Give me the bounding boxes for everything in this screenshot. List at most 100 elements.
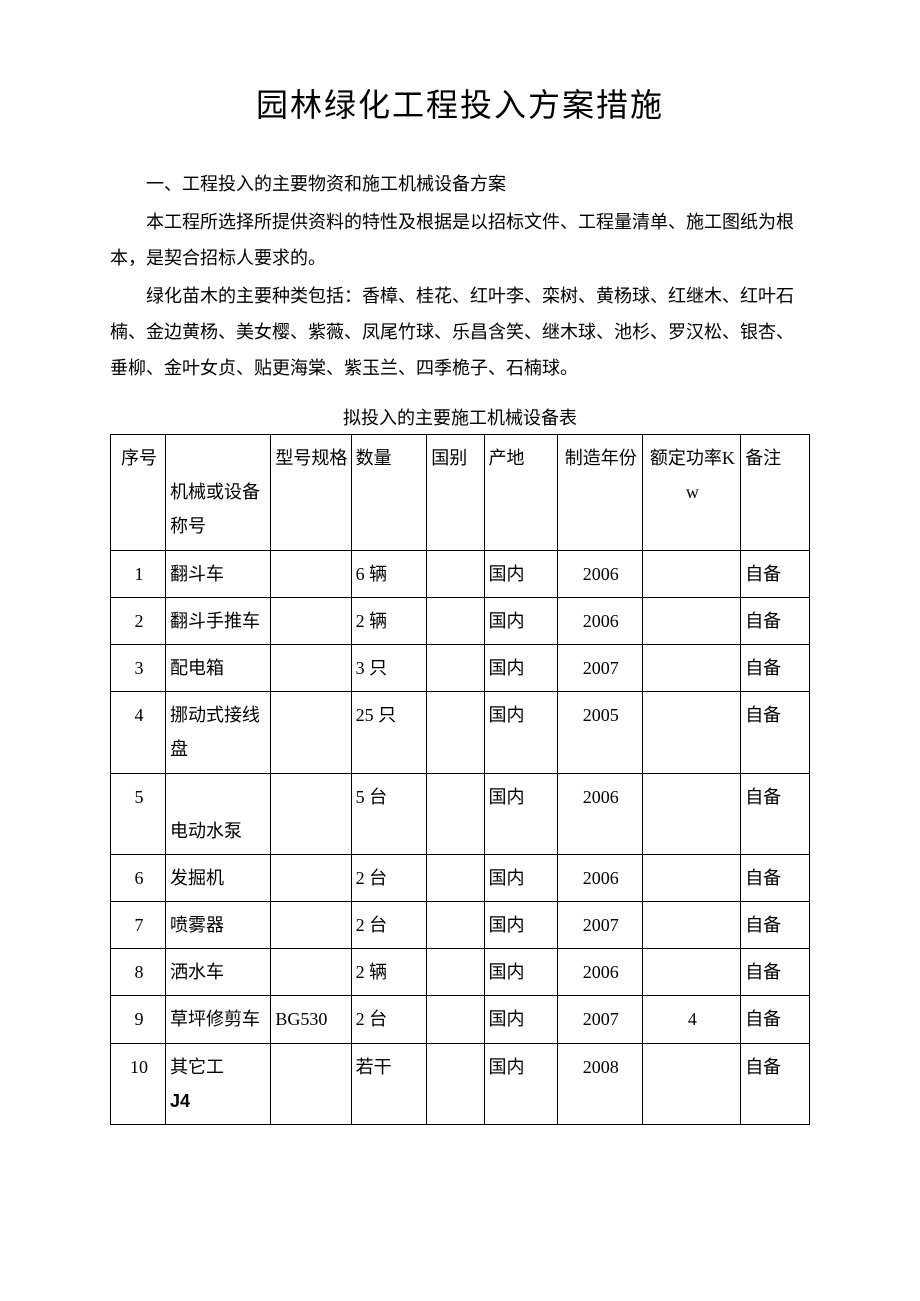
cell-name: 挪动式接线盘 [166,692,271,773]
cell-power [642,854,741,901]
table-row: 2翻斗手推车2 辆国内2006自备 [111,597,810,644]
cell-ctry [427,854,484,901]
cell-ctry [427,597,484,644]
table-caption: 拟投入的主要施工机械设备表 [110,404,810,430]
col-header-seq: 序号 [111,435,166,551]
page-title: 园林绿化工程投入方案措施 [110,80,810,126]
cell-seq: 2 [111,597,166,644]
cell-year: 2006 [557,949,642,996]
cell-model [271,854,351,901]
cell-ctry [427,949,484,996]
cell-qty: 2 台 [351,996,427,1043]
cell-seq: 4 [111,692,166,773]
cell-name: 洒水车 [166,949,271,996]
cell-ctry [427,692,484,773]
cell-origin: 国内 [484,996,557,1043]
table-header-row: 序号 机械或设备称号 型号规格 数量 国别 产地 制造年份 额定功率Kw 备注 [111,435,810,551]
cell-name: 翻斗车 [166,550,271,597]
cell-power [642,949,741,996]
cell-model [271,1043,351,1124]
cell-note: 自备 [741,692,810,773]
cell-seq: 9 [111,996,166,1043]
cell-year: 2007 [557,644,642,691]
cell-power [642,773,741,854]
cell-seq: 10 [111,1043,166,1124]
equipment-table: 序号 机械或设备称号 型号规格 数量 国别 产地 制造年份 额定功率Kw 备注 … [110,434,810,1125]
cell-power [642,902,741,949]
cell-origin: 国内 [484,644,557,691]
cell-year: 2006 [557,773,642,854]
cell-name: 翻斗手推车 [166,597,271,644]
cell-origin: 国内 [484,854,557,901]
cell-power [642,644,741,691]
table-row: 6发掘机2 台国内2006自备 [111,854,810,901]
cell-seq: 3 [111,644,166,691]
table-row: 10其它工J4 若干国内2008 自备 [111,1043,810,1124]
cell-model: BG530 [271,996,351,1043]
cell-note: 自备 [741,644,810,691]
cell-power [642,1043,741,1124]
cell-qty: 25 只 [351,692,427,773]
cell-power [642,550,741,597]
cell-model [271,644,351,691]
cell-note: 自备 [741,949,810,996]
table-body: 1翻斗车6 辆国内2006自备2翻斗手推车2 辆国内2006自备3配电箱3 只国… [111,550,810,1124]
cell-note: 自备 [741,550,810,597]
cell-seq: 8 [111,949,166,996]
cell-power [642,692,741,773]
cell-name: 喷雾器 [166,902,271,949]
col-header-year: 制造年份 [557,435,642,551]
cell-power: 4 [642,996,741,1043]
cell-origin: 国内 [484,773,557,854]
cell-model [271,773,351,854]
table-row: 4挪动式接线盘25 只国内2005自备 [111,692,810,773]
cell-qty: 若干 [351,1043,427,1124]
cell-origin: 国内 [484,949,557,996]
cell-qty: 2 台 [351,854,427,901]
cell-qty: 6 辆 [351,550,427,597]
col-header-model: 型号规格 [271,435,351,551]
cell-name: 电动水泵 [166,773,271,854]
cell-year: 2008 [557,1043,642,1124]
cell-model [271,692,351,773]
cell-note: 自备 [741,1043,810,1124]
section-heading: 一、工程投入的主要物资和施工机械设备方案 [110,166,810,202]
cell-origin: 国内 [484,1043,557,1124]
cell-name: 配电箱 [166,644,271,691]
col-header-power: 额定功率Kw [642,435,741,551]
cell-ctry [427,996,484,1043]
cell-note: 自备 [741,902,810,949]
cell-year: 2006 [557,550,642,597]
cell-origin: 国内 [484,902,557,949]
cell-origin: 国内 [484,550,557,597]
cell-origin: 国内 [484,692,557,773]
table-row: 3配电箱3 只国内2007自备 [111,644,810,691]
cell-year: 2006 [557,597,642,644]
cell-name: 草坪修剪车 [166,996,271,1043]
cell-model [271,597,351,644]
cell-model [271,902,351,949]
cell-ctry [427,902,484,949]
cell-qty: 5 台 [351,773,427,854]
table-row: 1翻斗车 6 辆 国内2006 自备 [111,550,810,597]
cell-seq: 5 [111,773,166,854]
cell-ctry [427,550,484,597]
col-header-qty: 数量 [351,435,427,551]
table-row: 7喷雾器2 台国内2007自备 [111,902,810,949]
cell-ctry [427,1043,484,1124]
cell-ctry [427,644,484,691]
cell-qty: 2 辆 [351,597,427,644]
cell-seq: 1 [111,550,166,597]
col-header-origin: 产地 [484,435,557,551]
cell-note: 自备 [741,854,810,901]
table-row: 5电动水泵 5 台国内2006 自备 [111,773,810,854]
table-row: 8洒水车 2 辆 国内2006 自备 [111,949,810,996]
cell-note: 自备 [741,597,810,644]
cell-seq: 6 [111,854,166,901]
cell-name: 其它工J4 [166,1043,271,1124]
cell-note: 自备 [741,773,810,854]
cell-model [271,550,351,597]
col-header-name: 机械或设备称号 [166,435,271,551]
cell-name: 发掘机 [166,854,271,901]
cell-qty: 2 辆 [351,949,427,996]
